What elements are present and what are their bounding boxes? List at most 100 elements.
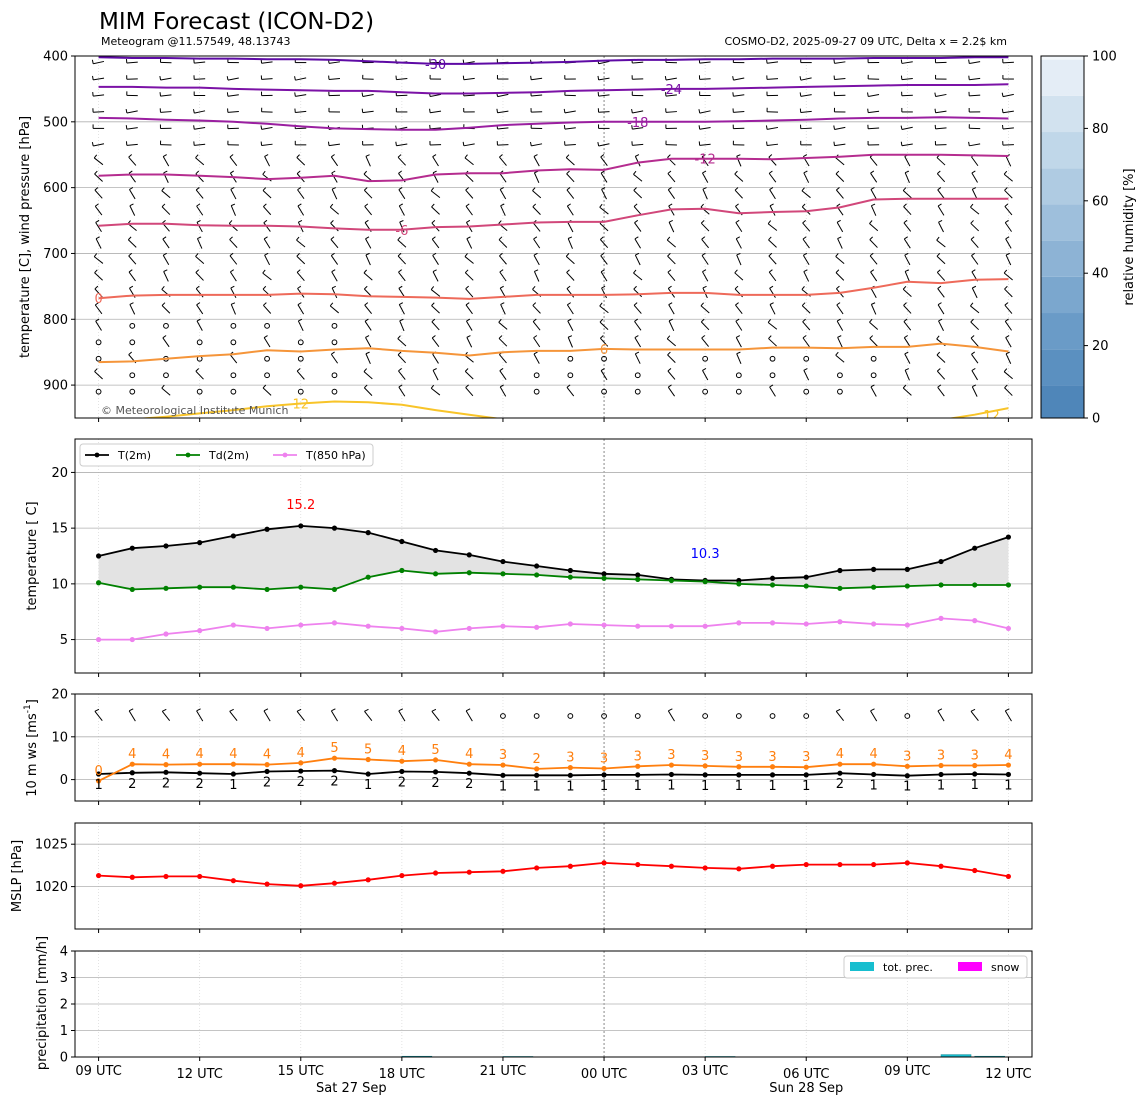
speed-label: 2 [431, 776, 439, 791]
wind-barb-flag [1004, 318, 1009, 322]
legend-label: tot. prec. [883, 961, 933, 974]
wind-barb [196, 238, 203, 249]
gust-label: 4 [398, 744, 406, 759]
y-tick-label: 10 [51, 730, 68, 745]
wind-barb [296, 239, 306, 248]
wind-barb-flag [870, 170, 875, 174]
wind-barb-flag [599, 318, 604, 323]
wind-barb [397, 255, 406, 265]
wind-barb [700, 321, 710, 331]
wind-barb-flag [296, 368, 301, 372]
calm-circle [634, 372, 641, 379]
wind-barb-flag [600, 368, 605, 371]
wind-barb [901, 143, 913, 147]
wind-barb-flag [363, 269, 368, 274]
wind-barb [938, 221, 944, 233]
series-point [197, 873, 203, 880]
gust-label: 3 [566, 751, 574, 766]
wind-barb [634, 337, 642, 348]
wind-barb [497, 93, 509, 98]
wind-barb [432, 271, 439, 282]
wind-barb [194, 143, 206, 146]
wind-barb [499, 386, 507, 397]
series-point [197, 761, 203, 767]
ylabel-superscript: -1 [23, 704, 33, 713]
series-point [163, 769, 169, 775]
wind-barb-flag [462, 59, 465, 64]
wind-barb-flag [466, 219, 471, 223]
wind-barb [296, 370, 305, 380]
gust-label: 4 [1004, 748, 1012, 763]
wind-barb [700, 305, 710, 314]
wind-barb [599, 305, 609, 314]
x-tick-label: 06 UTC [783, 1067, 829, 1082]
wind-barb [365, 156, 371, 167]
wind-barb [94, 272, 103, 281]
wind-barb-flag [870, 187, 875, 190]
wind-barb [196, 205, 204, 216]
wind-barb [430, 110, 442, 114]
series-point [972, 762, 978, 769]
wind-barb [667, 189, 676, 200]
series-point [668, 762, 675, 768]
calm-circle [331, 322, 338, 329]
wind-barb-flag [161, 384, 165, 389]
wind-barb-flag [900, 59, 903, 64]
wind-barb-flag [736, 252, 741, 256]
series-point [432, 870, 439, 876]
wind-barb-flag [1003, 368, 1008, 373]
wind-barb-flag [464, 269, 469, 274]
wind-barb-flag [934, 92, 937, 97]
wind-barb-flag [664, 75, 667, 81]
wind-barb-flag [702, 170, 707, 174]
wind-barb [971, 370, 978, 381]
wind-barb [970, 710, 979, 722]
wind-barb [600, 271, 608, 282]
wind-barb [230, 189, 237, 200]
wind-barb [633, 190, 643, 199]
wind-barb [567, 320, 574, 331]
wind-barb [532, 206, 541, 215]
wind-barb [768, 255, 777, 265]
wind-barb [566, 387, 575, 397]
series-point [904, 566, 910, 572]
wind-barb [834, 143, 846, 147]
wind-barb-flag [432, 269, 437, 273]
wind-barb-flag [128, 154, 133, 158]
wind-barb-flag [129, 302, 134, 305]
copyright-text: © Meteorological Institute Munich [101, 404, 288, 417]
wind-barb [970, 337, 979, 347]
wind-barb-flag [529, 141, 532, 146]
wind-barb [162, 156, 170, 167]
gust-label: 4 [869, 747, 877, 762]
wind-barb [936, 239, 946, 248]
wind-barb [161, 190, 171, 199]
wind-barb [633, 288, 643, 298]
y-tick-label: 3 [60, 971, 68, 986]
wind-barb-flag [365, 236, 370, 240]
wind-barb-flag [700, 203, 704, 208]
wind-barb-flag [735, 203, 739, 207]
calm-circle [264, 355, 270, 362]
isotherm-label: -6 [395, 224, 408, 239]
wind-barb-flag [363, 285, 368, 290]
series-point [837, 619, 843, 625]
wind-barb [1005, 337, 1012, 348]
speed-label: 1 [566, 779, 574, 794]
wind-barb-flag [902, 384, 907, 389]
wind-barb [161, 206, 171, 215]
wind-ylabel: 10 m ws [ms-1] [23, 699, 40, 797]
wind-barb [869, 338, 878, 347]
wind-barb [230, 304, 236, 315]
wind-barb [532, 222, 541, 232]
wind-barb-flag [667, 252, 671, 257]
wind-barb [768, 271, 777, 282]
wind-barb-flag [936, 236, 940, 241]
wind-barb-flag [701, 154, 706, 158]
wind-barb [903, 206, 912, 216]
wind-barb-flag [904, 368, 910, 371]
wind-barb [227, 77, 239, 81]
wind-barb-flag [736, 236, 741, 240]
wind-barb [431, 337, 440, 348]
